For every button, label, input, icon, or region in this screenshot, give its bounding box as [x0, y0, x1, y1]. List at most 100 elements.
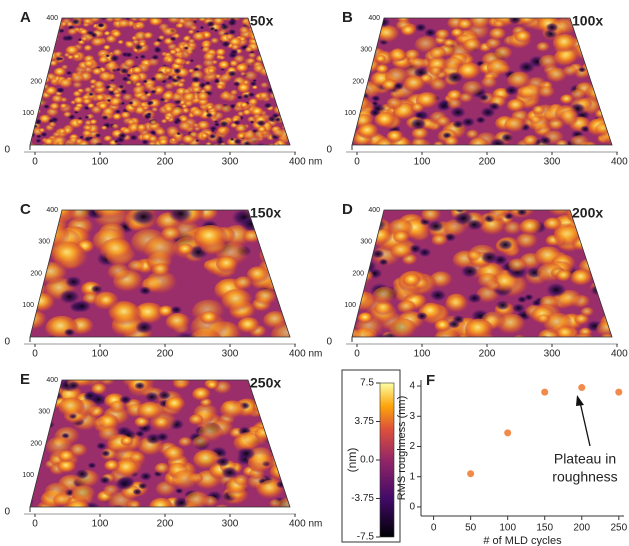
surface-bump [235, 63, 249, 74]
surface-bump [595, 87, 612, 102]
surface-bump [467, 250, 482, 262]
surface-bump [124, 59, 136, 68]
y-tick-label: 0 [4, 337, 10, 348]
surface-bump [537, 314, 551, 325]
surface-bump [158, 138, 169, 145]
surface-pit [65, 70, 73, 76]
surface-pit [56, 87, 66, 94]
x-tick-label: 250 [610, 523, 627, 534]
surface-pit [63, 328, 76, 337]
surface-bump [163, 446, 186, 463]
surface-pit [71, 18, 81, 25]
surface-pit [538, 135, 552, 145]
surface-pit [173, 120, 180, 125]
surface-bump [263, 28, 274, 36]
surface-bump [390, 242, 413, 260]
surface-bump [95, 94, 106, 102]
surface-bump [435, 29, 451, 41]
surface-bump [230, 89, 239, 96]
surface-bump [153, 416, 171, 430]
surface-bump [225, 33, 236, 41]
surface-pit [227, 19, 238, 27]
surface-bump [270, 81, 279, 88]
surface-bump [248, 98, 259, 106]
y-tick-label: 100 [22, 302, 34, 309]
surface-bump [529, 115, 543, 125]
surface-bump [514, 30, 532, 44]
surface-pit [109, 54, 120, 62]
surface-bump [58, 397, 86, 418]
surface-bump [389, 318, 418, 337]
surface-bump [234, 276, 254, 291]
surface-pit [114, 477, 134, 491]
surface-pit [135, 321, 154, 334]
surface-bump [143, 32, 154, 40]
surface-bump [275, 24, 283, 30]
x-tick-label: 0 [32, 519, 38, 530]
surface-pit [255, 219, 276, 234]
surface-bump [198, 18, 207, 23]
surface-bump [278, 79, 288, 87]
y-tick-label: 200 [30, 78, 42, 85]
colorbar-tick-label: -3.75 [351, 493, 374, 504]
surface-pit [124, 51, 134, 58]
surface-pit [265, 48, 275, 56]
y-tick-label: 200 [30, 270, 42, 277]
surface-bump [284, 104, 290, 111]
surface-bump [69, 144, 80, 145]
surface-bump [165, 57, 174, 64]
surface-pit [31, 70, 40, 76]
x-tick-label: 300 [544, 349, 561, 360]
surface-bump [177, 82, 185, 89]
surface-bump [221, 105, 233, 114]
surface-pit [281, 391, 290, 402]
surface-bump [20, 49, 30, 56]
surface-bump [519, 18, 536, 26]
surface-bump [125, 80, 133, 86]
surface-bump [278, 103, 290, 114]
surface-bump [283, 24, 290, 30]
data-point [504, 429, 512, 437]
surface-bump [30, 56, 32, 66]
surface-pit [99, 18, 108, 21]
colorbar-tick-label: 3.75 [355, 416, 375, 427]
surface-bump [184, 60, 192, 66]
surface-bump [153, 72, 168, 83]
surface-pit [255, 142, 266, 145]
y-tick-label: 400 [46, 15, 58, 22]
surface-bump [267, 53, 282, 64]
y-tick-label: 300 [38, 239, 50, 246]
surface-bump [50, 78, 59, 85]
surface-bump [43, 138, 55, 145]
surface-pit [84, 115, 90, 120]
surface-pit [229, 137, 235, 141]
surface-bump [38, 128, 46, 133]
y-tick-label: 100 [22, 110, 34, 117]
surface-pit [523, 293, 534, 301]
surface-bump [239, 26, 250, 35]
surface-pit [150, 76, 157, 82]
surface-bump [229, 60, 239, 68]
surface-bump [282, 53, 290, 63]
surface-bump [477, 273, 499, 289]
surface-pit [228, 29, 237, 35]
x-tick-label: 200 [157, 157, 174, 168]
surface-bump [352, 328, 377, 337]
surface-pit [269, 417, 286, 430]
x-tick-label: 0 [32, 157, 38, 168]
surface-pit [213, 122, 221, 127]
surface-bump [269, 463, 290, 482]
surface-bump [601, 257, 612, 275]
surface-bump [193, 225, 228, 251]
surface-bump [553, 224, 583, 247]
surface-bump [436, 116, 452, 128]
surface-bump [599, 333, 612, 337]
surface-bump [273, 142, 281, 145]
surface-pit [232, 81, 241, 87]
surface-pit [118, 84, 125, 89]
surface-pit [271, 265, 290, 283]
afm-panel: B 100x 0 100 200 300 400 nm 0 100 200 300 400 [326, 9, 629, 168]
surface-bump [274, 140, 287, 145]
surface-pit [352, 90, 359, 101]
surface-bump [60, 97, 68, 103]
